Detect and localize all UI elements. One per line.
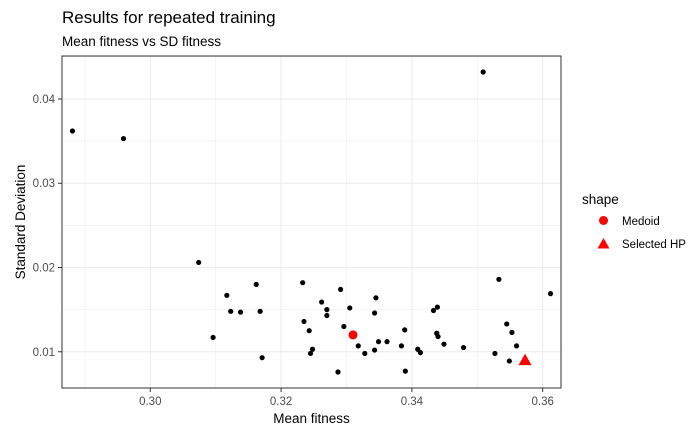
y-tick-label: 0.01 bbox=[33, 347, 55, 359]
scatter-point bbox=[384, 339, 390, 345]
scatter-point bbox=[460, 344, 467, 351]
scatter-point bbox=[492, 350, 498, 357]
scatter-point bbox=[373, 295, 379, 301]
scatter-point bbox=[319, 299, 325, 305]
scatter-point bbox=[347, 305, 353, 311]
scatter-point bbox=[434, 304, 440, 310]
y-tick-label: 0.02 bbox=[33, 263, 55, 275]
y-axis-title: Standard Deviation bbox=[13, 165, 28, 280]
y-tick-label: 0.03 bbox=[33, 178, 55, 190]
x-axis: 0.30 0.32 0.34 0.36 bbox=[139, 388, 554, 408]
scatter-point bbox=[402, 327, 408, 333]
legend-medoid-symbol bbox=[599, 216, 608, 225]
scatter-point bbox=[341, 323, 347, 330]
chart-title: Results for repeated training bbox=[62, 8, 276, 27]
legend-selected-hp-label: Selected HP bbox=[622, 239, 686, 251]
scatter-point bbox=[355, 343, 361, 349]
chart-subtitle: Mean fitness vs SD fitness bbox=[62, 34, 221, 49]
medoid-point bbox=[348, 330, 358, 340]
scatter-point bbox=[430, 307, 437, 314]
scatter-point bbox=[338, 286, 344, 293]
scatter-point bbox=[441, 341, 447, 347]
data-points bbox=[69, 69, 554, 375]
scatter-point bbox=[496, 276, 502, 282]
scatter-point bbox=[402, 368, 408, 374]
scatter-point bbox=[372, 310, 378, 316]
legend-selected-hp-symbol bbox=[597, 238, 610, 249]
scatter-point bbox=[506, 358, 512, 364]
scatter-point bbox=[120, 135, 127, 142]
scatter-point bbox=[417, 350, 423, 356]
scatter-point bbox=[362, 350, 368, 357]
x-tick-label: 0.32 bbox=[270, 396, 292, 408]
x-axis-title: Mean fitness bbox=[273, 411, 350, 426]
scatter-point bbox=[372, 347, 378, 353]
x-tick-label: 0.34 bbox=[401, 396, 424, 408]
scatter-point bbox=[435, 333, 441, 340]
scatter-point bbox=[257, 308, 263, 314]
scatter-point bbox=[69, 128, 76, 134]
legend-medoid-label: Medoid bbox=[622, 216, 660, 228]
scatter-point bbox=[210, 334, 216, 341]
y-axis: 0.01 0.02 0.03 0.04 bbox=[33, 94, 62, 359]
selected-hp-point bbox=[518, 353, 532, 366]
scatter-point bbox=[237, 309, 244, 315]
x-tick-label: 0.30 bbox=[139, 396, 161, 408]
scatter-point bbox=[307, 350, 314, 357]
scatter-point bbox=[306, 328, 312, 334]
scatter-point bbox=[324, 312, 330, 319]
legend-title: shape bbox=[582, 192, 619, 207]
scatter-point bbox=[375, 339, 382, 345]
x-tick-label: 0.36 bbox=[531, 396, 553, 408]
scatter-point bbox=[398, 343, 405, 349]
scatter-point bbox=[301, 318, 307, 325]
scatter-point bbox=[335, 369, 341, 375]
y-tick-label: 0.04 bbox=[33, 94, 56, 106]
scatter-point bbox=[300, 280, 306, 286]
scatter-point bbox=[513, 343, 520, 349]
panel-background bbox=[62, 56, 561, 388]
scatter-point bbox=[324, 307, 330, 313]
scatter-point bbox=[228, 308, 234, 314]
scatter-point bbox=[509, 329, 515, 335]
scatter-point bbox=[547, 291, 554, 297]
panel-border bbox=[61, 55, 562, 389]
scatter-point bbox=[224, 292, 230, 298]
legend: shape Medoid Selected HP bbox=[582, 192, 686, 251]
scatter-point bbox=[196, 259, 202, 266]
scatter-point bbox=[253, 281, 259, 287]
scatter-point bbox=[309, 346, 316, 352]
scatter-point bbox=[259, 355, 265, 361]
scatter-point bbox=[504, 321, 510, 327]
scatter-point bbox=[480, 69, 486, 75]
plot-panel bbox=[61, 55, 562, 389]
